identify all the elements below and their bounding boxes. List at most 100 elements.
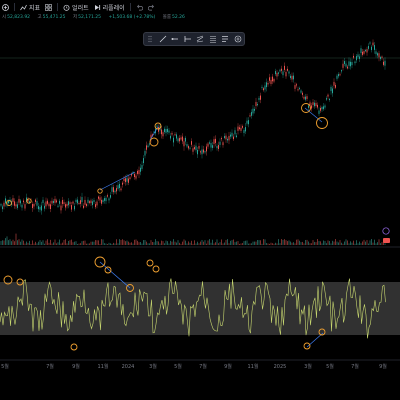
volume-bar <box>0 240 2 245</box>
volume-bar <box>128 241 129 245</box>
volume-bar <box>272 243 273 245</box>
volume-bar <box>312 240 314 245</box>
volume-bar <box>78 243 80 245</box>
candle-body <box>381 56 383 58</box>
candle-body <box>107 195 108 197</box>
volume-bar <box>153 242 155 245</box>
volume-bar <box>218 243 219 245</box>
volume-bar <box>365 241 366 245</box>
candle-body <box>120 188 122 191</box>
candle-body <box>18 198 20 203</box>
candle-body <box>261 86 263 88</box>
volume-bar <box>201 239 203 245</box>
candle-body <box>222 142 224 146</box>
volume-bar <box>180 243 182 245</box>
volume-bar <box>233 239 234 245</box>
pitchfork-tool-icon[interactable] <box>195 34 205 44</box>
volume-bar <box>311 243 312 245</box>
candle-body <box>258 97 260 100</box>
flag-icon[interactable] <box>383 238 390 243</box>
candle-body <box>90 200 92 204</box>
volume-bar <box>288 240 290 245</box>
volume-bar <box>63 240 65 245</box>
volume-bar <box>275 242 276 245</box>
volume-bar <box>51 243 53 245</box>
volume-bar <box>273 243 275 245</box>
candle-body <box>209 142 210 144</box>
long-position-tool-icon[interactable] <box>183 34 193 44</box>
candle-body <box>296 84 297 86</box>
trend-line-tool-icon[interactable] <box>158 34 168 44</box>
volume-bar <box>309 243 311 245</box>
ohlc-low: 저52,171.25 <box>72 15 102 20</box>
candle-body <box>302 92 303 95</box>
candle-body <box>170 135 171 139</box>
candle-body <box>356 56 357 61</box>
horizontal-ray-tool-icon[interactable] <box>170 34 180 44</box>
alerts-button[interactable]: 얼러트 <box>63 3 89 12</box>
add-symbol-button[interactable] <box>2 3 9 11</box>
candle-body <box>117 185 119 189</box>
volume-bar <box>216 239 218 245</box>
volume-bar <box>251 243 252 245</box>
candle-body <box>180 137 182 140</box>
candle-body <box>164 128 165 133</box>
candle-body <box>101 199 102 204</box>
candle-body <box>290 75 291 79</box>
volume-bar <box>276 243 278 245</box>
candle-body <box>285 72 287 77</box>
volume-bar <box>86 243 87 245</box>
candle-body <box>291 75 293 80</box>
candle-body <box>231 132 233 137</box>
text-tool-icon[interactable] <box>220 34 230 44</box>
more-tools-icon[interactable] <box>233 34 243 44</box>
replay-button[interactable]: 리플레이 <box>94 3 125 12</box>
time-axis[interactable]: 5월 7월 9월 11월 2024 3월 5월 7월 9월 11월 2025 3월 5월 7월 9월 <box>1 363 387 370</box>
candle-body <box>69 202 71 204</box>
volume-bar <box>122 239 123 245</box>
candle-body <box>344 61 345 64</box>
candle-body <box>281 68 282 71</box>
candle-body <box>219 141 221 145</box>
volume-bar <box>198 243 200 245</box>
drag-handle-icon[interactable] <box>145 34 155 44</box>
volume-bar <box>150 240 152 245</box>
volume-bar <box>54 239 56 245</box>
fib-tool-icon[interactable] <box>208 34 218 44</box>
candle-body <box>177 138 179 142</box>
volume-bar <box>74 241 75 245</box>
candle-body <box>327 94 329 97</box>
volume-bar <box>135 239 137 245</box>
volume-bar <box>188 241 189 245</box>
volume-bar <box>168 243 170 245</box>
candle-body <box>24 204 26 209</box>
indicators-button[interactable]: 지표 <box>20 3 40 12</box>
candle-body <box>284 65 285 70</box>
volume-bar <box>104 243 105 245</box>
candle-body <box>213 139 215 144</box>
candle-body <box>96 201 98 206</box>
candle-body <box>21 204 23 208</box>
volume-bar <box>372 242 374 245</box>
volume-bar <box>23 240 24 245</box>
redo-button[interactable] <box>147 4 155 11</box>
indicator-badge-icon[interactable] <box>382 227 390 235</box>
volume-bar <box>177 240 179 245</box>
volume-bar <box>350 241 351 245</box>
volume-bar <box>284 239 285 245</box>
candle-body <box>326 98 327 100</box>
volume-bar <box>234 242 236 245</box>
volume-bar <box>98 240 99 245</box>
templates-button[interactable] <box>45 3 52 11</box>
candle-body <box>62 200 63 204</box>
signal-marker <box>149 137 159 147</box>
volume-bar <box>152 242 153 245</box>
candle-body <box>237 126 239 131</box>
undo-button[interactable] <box>136 4 143 11</box>
candle-body <box>329 98 330 101</box>
candle-body <box>293 75 294 80</box>
volume-bar <box>224 242 225 245</box>
time-axis-label: 9월 <box>379 363 387 370</box>
volume-bar <box>332 240 333 245</box>
